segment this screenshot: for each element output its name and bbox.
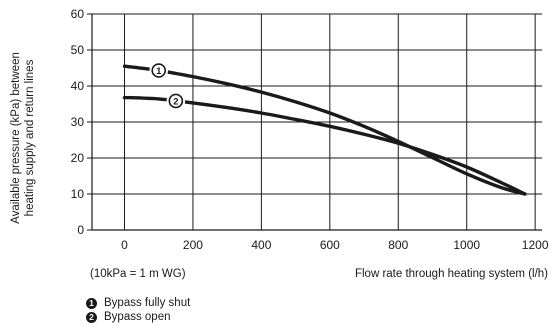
x-tick-label: 800 bbox=[388, 238, 408, 252]
series-line-1 bbox=[122, 64, 527, 196]
x-tick-label: 200 bbox=[183, 238, 203, 252]
y-tick-label: 30 bbox=[71, 115, 85, 129]
y-tick-label: 60 bbox=[71, 7, 85, 21]
axes bbox=[87, 13, 542, 231]
x-tick-label: 0 bbox=[121, 238, 128, 252]
legend-item-1: 1 Bypass fully shut bbox=[86, 297, 190, 310]
y-tick-label: 10 bbox=[71, 187, 85, 201]
legend-marker-2: 2 bbox=[86, 312, 97, 323]
legend-label-1: Bypass fully shut bbox=[104, 297, 191, 309]
unit-note: (10kPa = 1 m WG) bbox=[90, 268, 186, 280]
series-marker-number-1: 1 bbox=[156, 66, 162, 77]
y-tick-label: 20 bbox=[71, 151, 85, 165]
y-tick-label: 50 bbox=[71, 43, 85, 57]
series-marker-number-2: 2 bbox=[173, 96, 178, 107]
x-tick-labels: 0 200 400 600 800 1000 1200 bbox=[121, 238, 549, 252]
x-tick-label: 400 bbox=[251, 238, 271, 252]
y-tick-label: 0 bbox=[77, 223, 84, 237]
legend-label-2: Bypass open bbox=[104, 311, 171, 323]
x-tick-label: 1000 bbox=[453, 238, 480, 252]
legend-item-2: 2 Bypass open bbox=[86, 311, 171, 324]
legend-marker-1: 1 bbox=[86, 298, 97, 309]
y-axis-label-line1: Available pressure (kPa) between bbox=[10, 52, 22, 224]
grid bbox=[92, 13, 542, 230]
x-tick-label: 1200 bbox=[522, 238, 549, 252]
x-axis-label: Flow rate through heating system (l/h) bbox=[355, 268, 548, 280]
x-tick-label: 600 bbox=[320, 238, 340, 252]
y-axis-label-line2: heating supply and return lines bbox=[24, 59, 36, 216]
series-line-2 bbox=[122, 95, 527, 196]
series-lines: 12 bbox=[122, 61, 527, 196]
y-tick-labels: 0 10 20 30 40 50 60 bbox=[71, 7, 85, 237]
series-marker-1 bbox=[151, 63, 167, 78]
y-tick-label: 40 bbox=[71, 79, 85, 93]
series-marker-2 bbox=[168, 93, 184, 109]
